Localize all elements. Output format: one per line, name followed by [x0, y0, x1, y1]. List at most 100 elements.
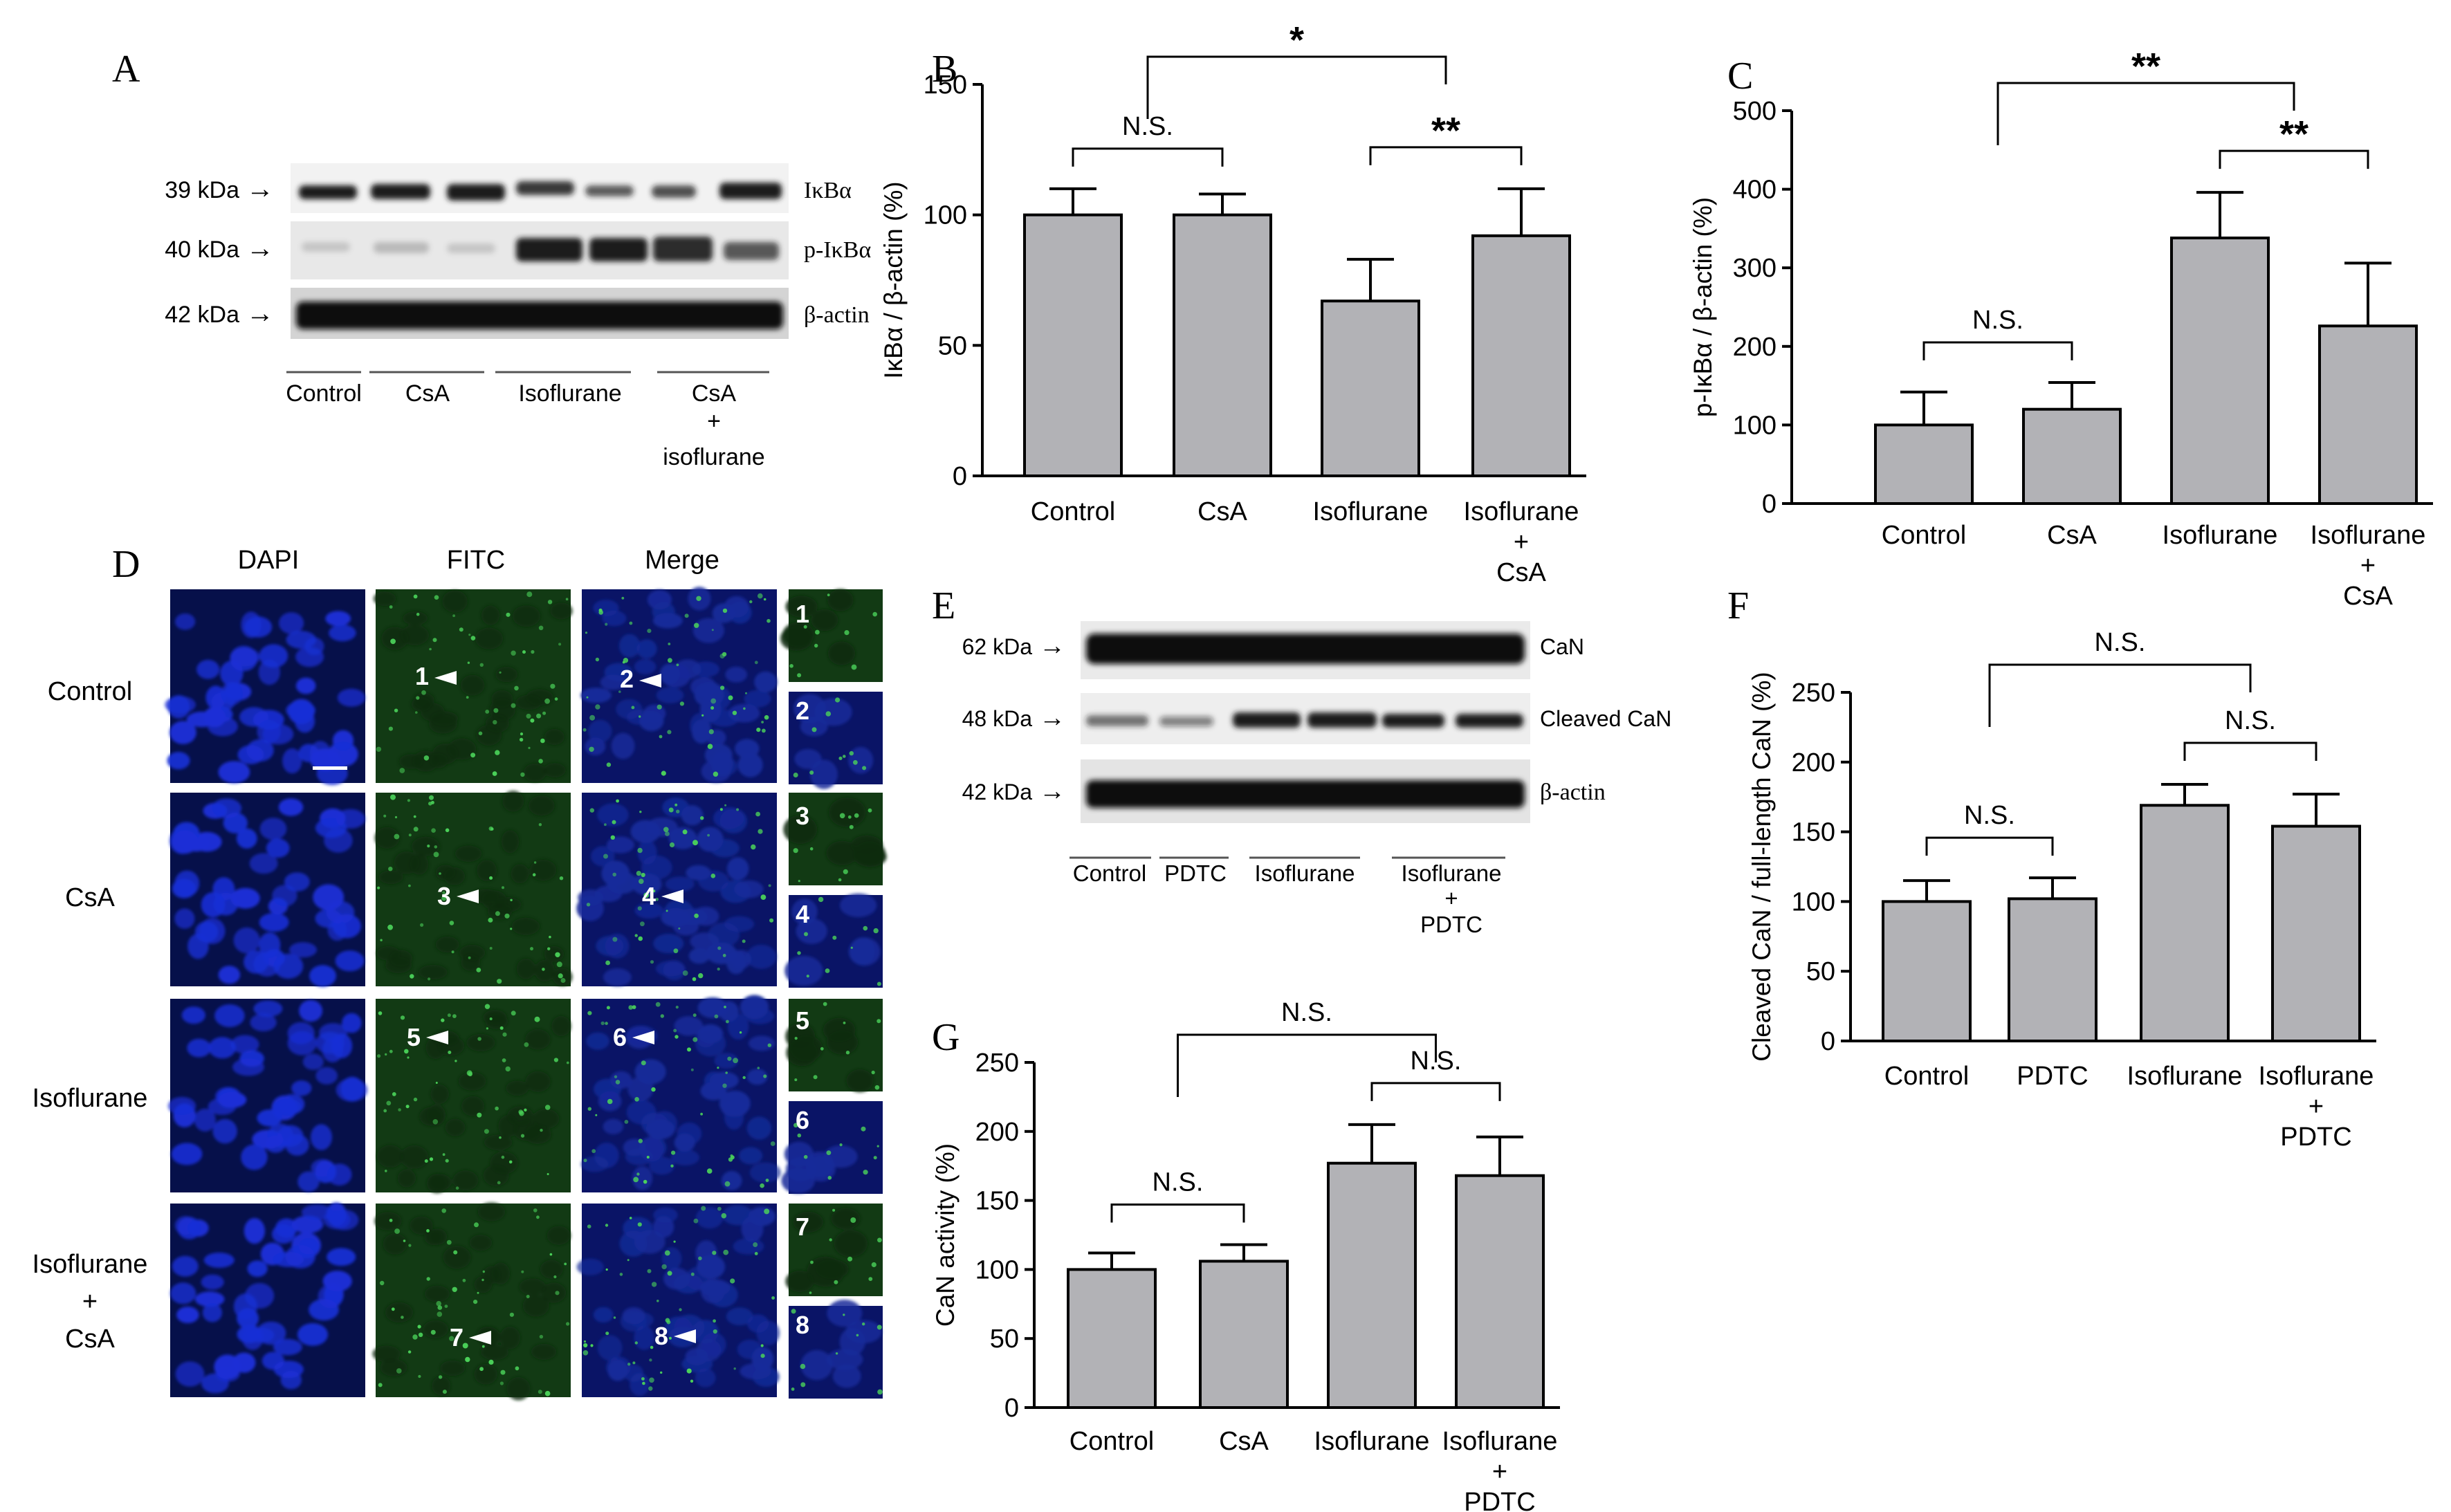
x-tick-label-4: + [2308, 1092, 2324, 1121]
inset-8 [789, 1300, 883, 1399]
x-tick-label-4: + [2360, 551, 2376, 580]
blot-a-protein-3: β-actin [804, 302, 870, 328]
inset-label-3: 3 [796, 802, 809, 830]
y-tick-label: 0 [1762, 490, 1777, 519]
bar-1 [1067, 1268, 1157, 1410]
blot-a-arrow-3: → [246, 298, 274, 329]
panel-letter-c: C [1727, 55, 1753, 98]
significance-bracket-3 [1146, 55, 1447, 119]
inset-label-8: 8 [796, 1311, 809, 1339]
panel-d-row-iso-csa-3: CsA [65, 1325, 115, 1354]
inset-4 [784, 893, 883, 988]
western-blot-e: 62 kDa 48 kDa 42 kDa → → → CaN Cleaved C… [962, 621, 1671, 937]
inset-6 [781, 1101, 883, 1194]
panel-d-row-control: Control [48, 677, 133, 706]
x-tick-label-2: CsA [1219, 1427, 1269, 1456]
y-tick-label: 150 [924, 71, 967, 100]
y-axis-label: p-IκBα / β-actin (%) [1689, 197, 1717, 417]
panel-letter-a: A [112, 48, 140, 91]
x-tick-label-2: CsA [2047, 521, 2097, 550]
micrograph-merge-2 [576, 793, 777, 986]
arrow-icon-2 [639, 674, 661, 688]
y-tick-label: 100 [975, 1255, 1019, 1284]
y-axis-label: Cleaved CaN / full-length CaN (%) [1747, 672, 1776, 1061]
x-tick-label-2: CsA [1197, 497, 1247, 526]
merge-arrow-label-8: 8 [654, 1322, 668, 1350]
bar-1 [1023, 213, 1123, 477]
y-tick-label: 300 [1733, 254, 1777, 283]
fitc-arrow-label-3: 3 [437, 882, 451, 910]
panel-letter-f: F [1727, 584, 1749, 627]
y-tick-label: 100 [1792, 887, 1835, 916]
merge-arrow-label-2: 2 [620, 665, 634, 693]
blot-a-group-csa: CsA [405, 380, 450, 407]
y-tick-label: 400 [1733, 176, 1777, 205]
blot-a-protein-2: p-IκBα [804, 237, 871, 263]
panel-d-col-merge: Merge [645, 546, 719, 575]
blot-a-group-csa-iso-1: CsA [692, 380, 737, 407]
arrow-icon-3 [457, 889, 479, 903]
arrow-icon-6 [632, 1031, 654, 1044]
micrograph-fitc-1 [373, 589, 573, 783]
micrograph-dapi-3 [167, 999, 368, 1192]
significance-bracket-3 [1996, 82, 2295, 145]
micrograph-merge-3 [580, 995, 781, 1192]
x-tick-label-4: PDTC [1464, 1488, 1535, 1512]
blot-a-kda-2: 40 kDa [165, 237, 239, 263]
x-tick-label-4: Isoflurane [2259, 1062, 2374, 1091]
significance-bracket-2 [2219, 149, 2369, 169]
chart-b: 0 50 100 150 IκBα / β-actin (%) Control CsA Iso… [879, 19, 1586, 587]
blot-a-group-csa-iso-3: isoflurane [663, 444, 764, 470]
significance-label-1: N.S. [1972, 306, 2023, 335]
blot-e-protein-1: CaN [1540, 634, 1584, 659]
blot-e-group-iso-pdtc-2: + [1444, 885, 1458, 911]
arrow-icon-1 [434, 671, 457, 685]
x-tick-label-1: Control [1031, 497, 1116, 526]
bar-3 [1327, 1161, 1417, 1409]
significance-bracket-2 [1370, 1082, 1501, 1101]
arrow-icon-4 [661, 889, 683, 903]
significance-label-3: N.S. [2095, 628, 2146, 657]
arrow-icon-8 [674, 1329, 696, 1343]
micrograph-merge-4 [576, 1204, 780, 1397]
micrograph-dapi-4 [170, 1202, 365, 1397]
x-tick-label-4: Isoflurane [2311, 521, 2426, 550]
inset-1 [780, 589, 883, 682]
blot-a-group-control: Control [286, 380, 362, 407]
y-tick-label: 250 [975, 1049, 1019, 1078]
y-axis-label: CaN activity (%) [931, 1143, 960, 1327]
x-tick-label-4: CsA [2343, 582, 2393, 611]
bar-4 [1455, 1174, 1545, 1409]
x-tick-label-4: CsA [1496, 558, 1546, 587]
inset-label-5: 5 [796, 1006, 809, 1035]
significance-bracket-2 [1369, 146, 1523, 165]
micrograph-fitc-4 [372, 1202, 571, 1401]
inset-label-7: 7 [796, 1213, 809, 1241]
significance-label-1: N.S. [1964, 801, 2015, 830]
inset-3 [783, 793, 887, 885]
x-tick-label-3: Isoflurane [1314, 1427, 1430, 1456]
x-tick-label-1: Control [1070, 1427, 1155, 1456]
blot-e-group-control: Control [1073, 860, 1146, 886]
inset-label-1: 1 [796, 600, 809, 628]
y-tick-label: 50 [990, 1325, 1019, 1354]
merge-arrow-label-6: 6 [613, 1023, 627, 1051]
bar-4 [2271, 824, 2361, 1042]
bar-2 [1173, 213, 1272, 477]
significance-label-3: N.S. [1281, 998, 1332, 1027]
micrograph-panel-d: DAPI FITC Merge Control CsA Isoflurane I… [33, 546, 887, 1401]
micrograph-dapi-2 [169, 793, 365, 987]
bar-3 [2170, 237, 2270, 505]
panel-letter-e: E [932, 584, 955, 627]
inset-5 [785, 999, 883, 1093]
blot-e-kda-2: 48 kDa [962, 706, 1033, 731]
chart-f: 0 50 100 150 200 250 Cleaved CaN / full-length… [1747, 628, 2376, 1152]
y-tick-label: 500 [1733, 97, 1777, 126]
micrograph-dapi-1 [165, 589, 365, 786]
x-tick-label-1: Control [1884, 1062, 1970, 1091]
significance-label-3: ** [2131, 46, 2160, 87]
significance-bracket-1 [1922, 341, 2073, 361]
inset-label-6: 6 [796, 1106, 809, 1134]
y-tick-label: 100 [924, 201, 967, 230]
y-tick-label: 200 [1733, 333, 1777, 362]
